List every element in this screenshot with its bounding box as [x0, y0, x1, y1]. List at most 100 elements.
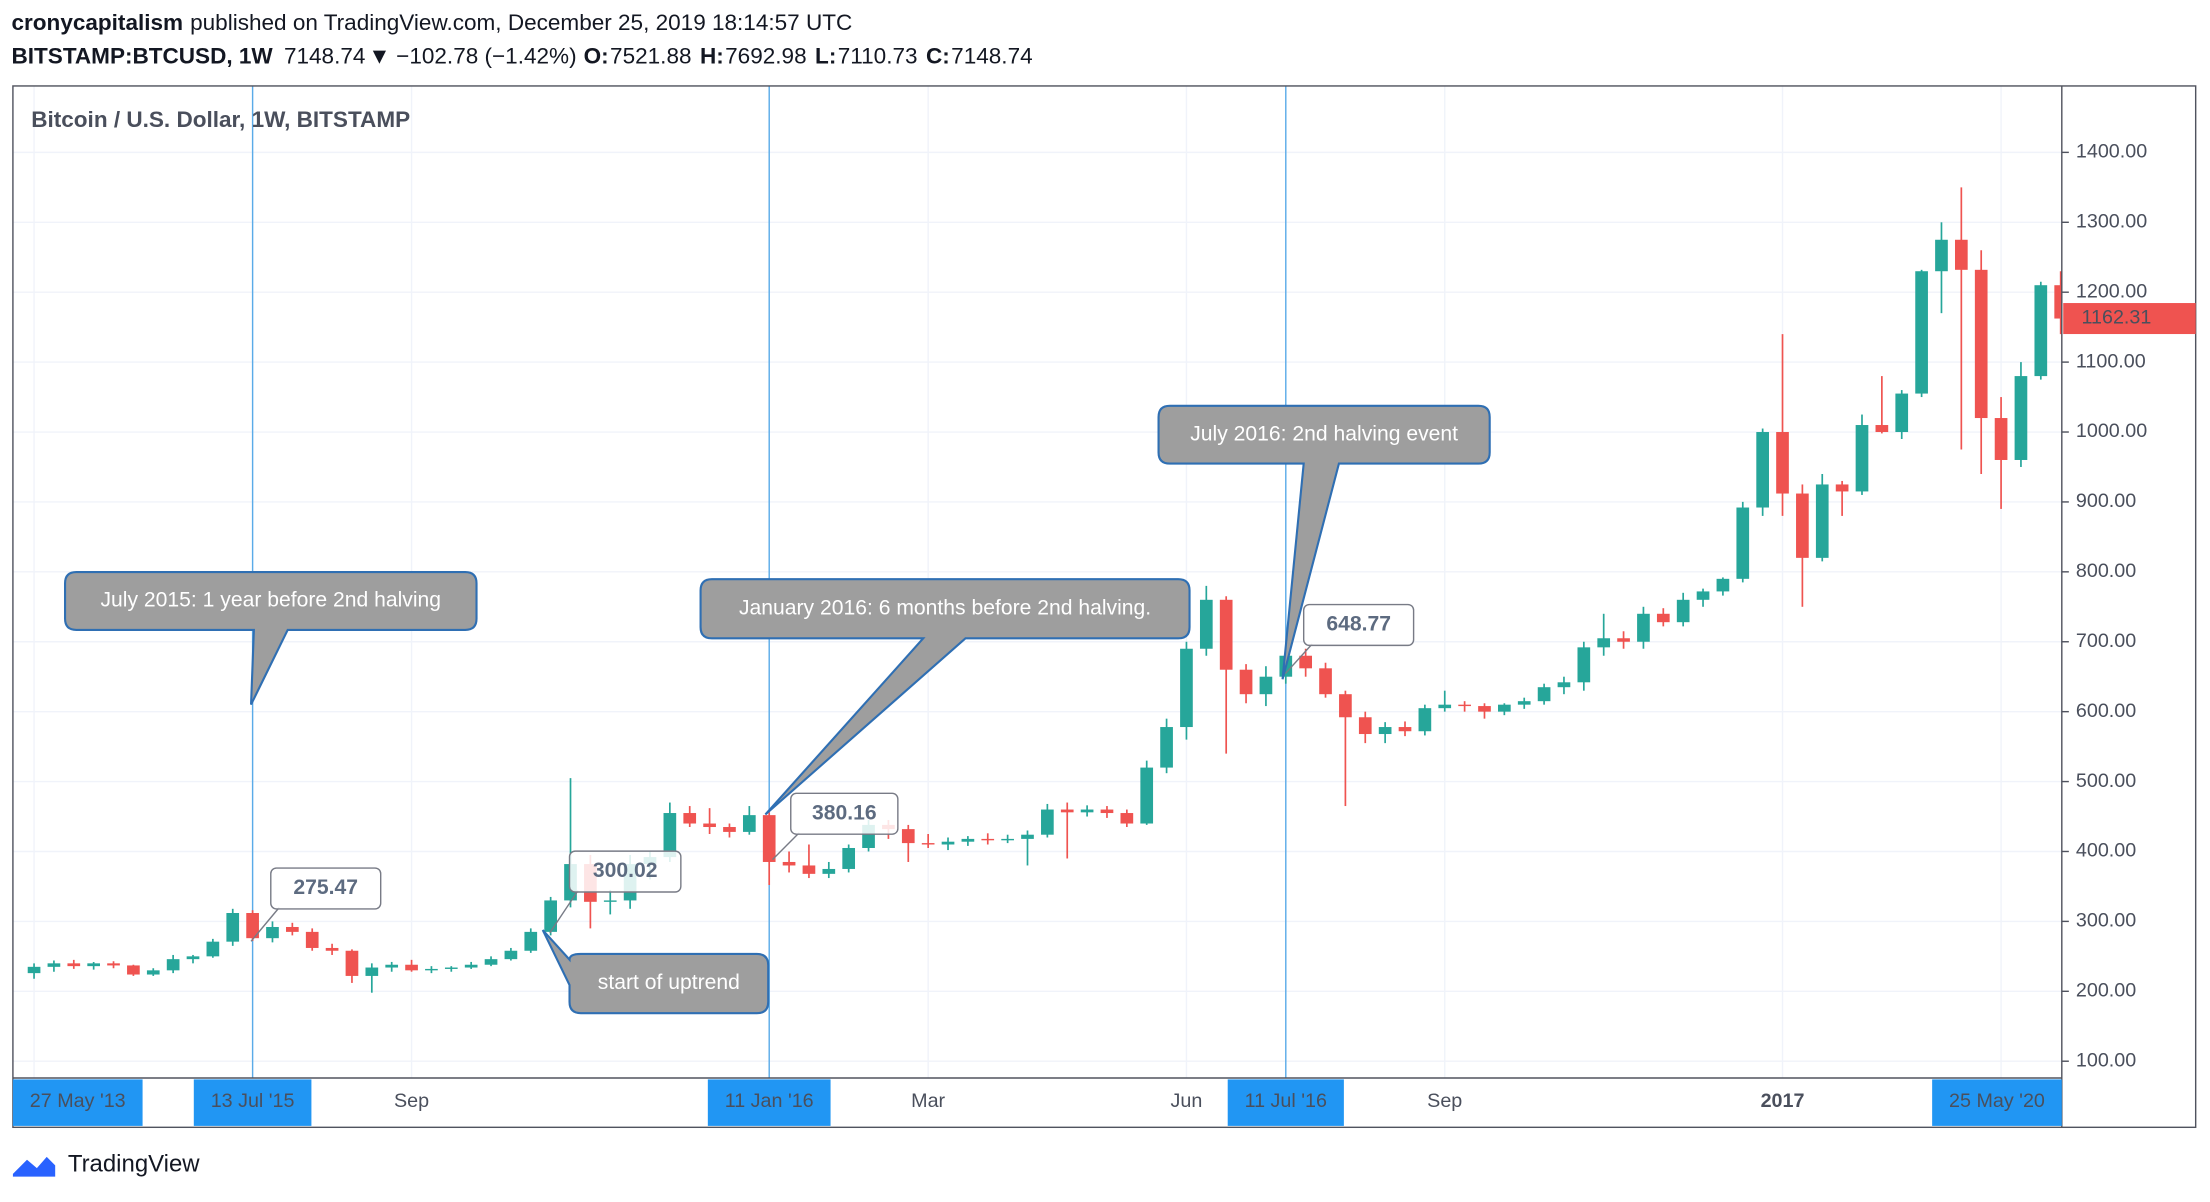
x-highlight-box	[707, 1079, 831, 1126]
ohlc-value: 7692.98	[725, 44, 806, 69]
candle-body	[484, 959, 498, 965]
x-tick-label: Sep	[394, 1090, 429, 1112]
candle-body	[1498, 704, 1511, 712]
candle-body	[1319, 668, 1332, 695]
y-tick-label: 1400.00	[2076, 141, 2147, 163]
candle-body	[444, 967, 458, 969]
symbol: BITSTAMP:BTCUSD, 1W	[12, 44, 274, 69]
candle-body	[1994, 418, 2008, 460]
publisher: cronycapitalism	[12, 10, 184, 35]
last-price: 7148.74	[284, 44, 365, 69]
price-label-box	[270, 867, 382, 910]
ohlc-value: 7521.88	[610, 44, 691, 69]
candle-body	[286, 926, 299, 932]
candle-body	[1041, 809, 1054, 835]
y-tick-label: 300.00	[2076, 910, 2136, 932]
candle-body	[345, 950, 359, 976]
candle-body	[1140, 767, 1154, 824]
x-highlight-box	[193, 1079, 312, 1126]
x-highlight-label: 11 Jul '16	[1245, 1090, 1327, 1112]
ohlc-value: 7148.74	[951, 44, 1032, 69]
candle-body	[1199, 599, 1213, 649]
candle-body	[1935, 239, 1948, 272]
callout-text: July 2016: 2nd halving event	[1190, 422, 1458, 445]
ohlc-label: L:	[815, 44, 836, 69]
price-label-box	[1302, 603, 1415, 647]
candle-body	[1597, 638, 1611, 648]
candle-body	[1776, 432, 1789, 494]
candle-body	[365, 967, 379, 976]
candle-body	[1875, 425, 1889, 433]
candle-body	[683, 813, 697, 824]
candle-body	[842, 847, 856, 869]
callout-box	[541, 929, 770, 1015]
candle-body	[1517, 701, 1531, 705]
candle-body	[1080, 809, 1094, 813]
candle-body	[1299, 655, 1313, 669]
candle-body	[1796, 493, 1809, 558]
callout-box	[63, 571, 478, 706]
x-highlight-box	[1227, 1079, 1344, 1126]
overlay: July 2015: 1 year before 2nd halving Janu…	[63, 404, 1491, 1015]
y-tick-label: 700.00	[2076, 630, 2136, 652]
candle-body	[1716, 578, 1730, 592]
published-note: published on TradingView.com, December 2…	[190, 10, 852, 35]
candle-body	[1915, 271, 1928, 394]
y-tick-label: 1200.00	[2076, 280, 2147, 302]
candle-body	[206, 941, 220, 957]
candle-body	[1656, 613, 1670, 623]
candle-body	[1458, 704, 1471, 707]
candle-body	[226, 913, 240, 942]
candle-body	[1954, 239, 1968, 270]
callout-text: start of uptrend	[598, 971, 740, 994]
candle-body	[1021, 834, 1034, 839]
x-highlight-label: 13 Jul '15	[211, 1090, 295, 1112]
y-tick-label: 200.00	[2076, 980, 2136, 1002]
callout-box	[699, 578, 1191, 816]
candle-body	[703, 823, 716, 828]
candle-body	[1418, 708, 1432, 732]
candle-body	[1339, 694, 1352, 718]
ohlc-label: C:	[926, 44, 950, 69]
candle-body	[2054, 285, 2062, 319]
candle-body	[1239, 669, 1253, 695]
y-tick-label: 100.00	[2076, 1049, 2136, 1071]
candle-body	[2014, 376, 2028, 460]
ohlc-label: H:	[700, 44, 724, 69]
candle-body	[1895, 393, 1909, 433]
candle-body	[1259, 676, 1273, 695]
x-highlight-label: 11 Jan '16	[725, 1090, 814, 1112]
candle-body	[266, 926, 279, 939]
candle-body	[504, 950, 518, 960]
candle-body	[405, 964, 418, 971]
x-tick-label: 2017	[1761, 1090, 1805, 1112]
price-label: 300.02	[593, 859, 658, 882]
candle-body	[1815, 484, 1829, 558]
candle-body	[1180, 648, 1193, 728]
plot-area	[12, 85, 2062, 1078]
price-label-pointer	[549, 890, 579, 934]
candle-body	[1001, 838, 1014, 841]
candle-body	[385, 964, 399, 968]
x-highlight-label: 27 May '13	[30, 1090, 126, 1112]
candle-body	[1060, 809, 1074, 813]
candle-body	[1696, 591, 1710, 600]
candle-body	[2034, 285, 2048, 377]
candle-body	[1358, 717, 1372, 735]
candle-body	[1577, 647, 1591, 683]
candle-body	[186, 956, 200, 960]
y-tick-label: 1300.00	[2076, 210, 2147, 232]
y-tick-label: 600.00	[2076, 700, 2136, 722]
candle-body	[1478, 706, 1491, 712]
candle-body	[1736, 507, 1750, 579]
ohlc-value: 7110.73	[838, 44, 918, 69]
candle-body	[1756, 432, 1769, 508]
last-price-label: 1162.31	[2082, 307, 2152, 329]
candle-body	[305, 931, 319, 948]
candle-body	[762, 815, 776, 862]
candle-body	[166, 959, 180, 971]
candle-body	[524, 931, 538, 951]
candle-body	[1120, 813, 1134, 824]
price-label: 275.47	[293, 876, 358, 899]
candle-body	[1676, 599, 1690, 623]
